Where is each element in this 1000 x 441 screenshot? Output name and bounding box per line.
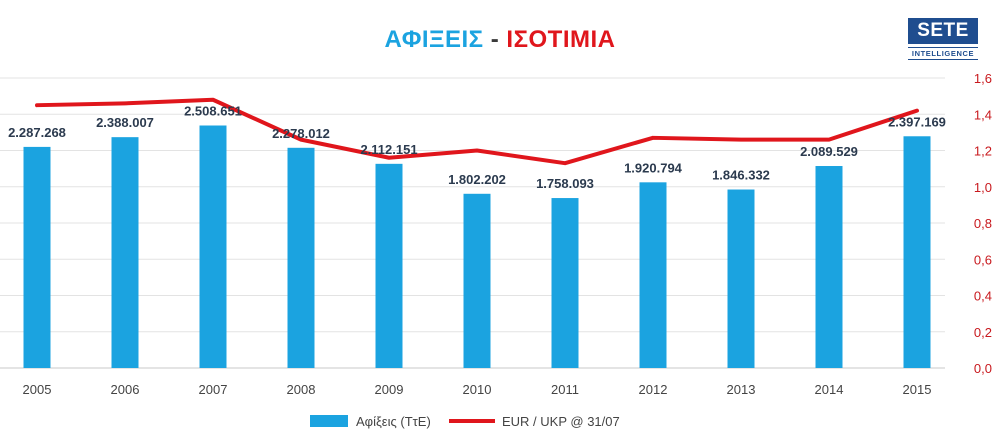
data-label-2015: 2.397.169 [888,114,946,129]
bar-2007 [199,125,227,368]
legend: Αφίξεις (ΤτΕ) EUR / UKP @ 31/07 [310,414,620,429]
y-tick-right: 0,2 [974,325,992,340]
bar-2006 [111,137,139,368]
data-label-2014: 2.089.529 [800,144,858,159]
line-series [35,97,919,166]
title-separator: - [490,26,500,53]
y-tick-right: 1,6 [974,71,992,86]
x-tick-2015: 2015 [903,382,932,397]
data-label-2012: 1.920.794 [624,160,683,175]
bar-2010 [463,193,491,368]
data-label-2005: 2.287.268 [8,125,66,140]
data-label-2013: 1.846.332 [712,168,770,183]
logo-sub: INTELLIGENCE [908,47,978,60]
data-label-2008: 2.278.012 [272,126,330,141]
y-tick-right: 1,0 [974,180,992,195]
x-tick-2010: 2010 [463,382,492,397]
x-tick-2007: 2007 [199,382,228,397]
x-tick-2014: 2014 [815,382,844,397]
data-label-2007: 2.508.651 [184,103,242,118]
bar-2005 [23,146,51,368]
chart-title: ΑΦΙΞΕΙΣ - ΙΣΟΤΙΜΙΑ [0,26,1000,54]
bar-2011 [551,198,579,368]
x-tick-2013: 2013 [727,382,756,397]
legend-label-line: EUR / UKP @ 31/07 [502,414,620,429]
title-exchange-rate: ΙΣΟΤΙΜΙΑ [506,26,616,53]
sete-logo: SETE INTELLIGENCE [908,18,978,68]
bar-series [23,125,931,368]
y-tick-right: 0,4 [974,289,992,304]
x-tick-2009: 2009 [375,382,404,397]
x-tick-2008: 2008 [287,382,316,397]
legend-label-bar: Αφίξεις (ΤτΕ) [356,414,431,429]
logo-main: SETE [908,18,978,44]
x-tick-2011: 2011 [551,382,579,397]
bar-2015 [903,136,931,368]
bar-2008 [287,147,315,368]
x-tick-2005: 2005 [23,382,52,397]
x-tick-2006: 2006 [111,382,140,397]
bar-2009 [375,163,403,368]
y-tick-right: 1,4 [974,107,992,122]
y-tick-right: 0,8 [974,216,992,231]
x-axis-ticks: 2005 2006 2007 2008 2009 2010 2011 2012 2013 2014… [23,382,932,397]
data-label-2011: 1.758.093 [536,176,594,191]
y-tick-right: 0,0 [974,361,992,376]
data-label-2009: 2.112.151 [360,142,417,157]
bar-2014 [815,166,843,368]
y-tick-right: 1,2 [974,144,992,159]
data-label-2010: 1.802.202 [448,172,506,187]
exchange-rate-line [35,97,919,166]
title-arrivals: ΑΦΙΞΕΙΣ [384,26,484,53]
bar-2013 [727,189,755,368]
data-label-2006: 2.388.007 [96,115,154,130]
y-right-axis-ticks: 0,0 0,2 0,4 0,6 0,8 1,0 1,2 1,4 1,6 [974,71,992,376]
legend-swatch-bar [310,415,348,427]
x-tick-2012: 2012 [639,382,668,397]
y-tick-right: 0,6 [974,252,992,267]
bar-2012 [639,182,667,368]
bar-data-labels: 2.287.268 2.388.007 2.508.651 2.278.012 2.11… [8,103,946,191]
